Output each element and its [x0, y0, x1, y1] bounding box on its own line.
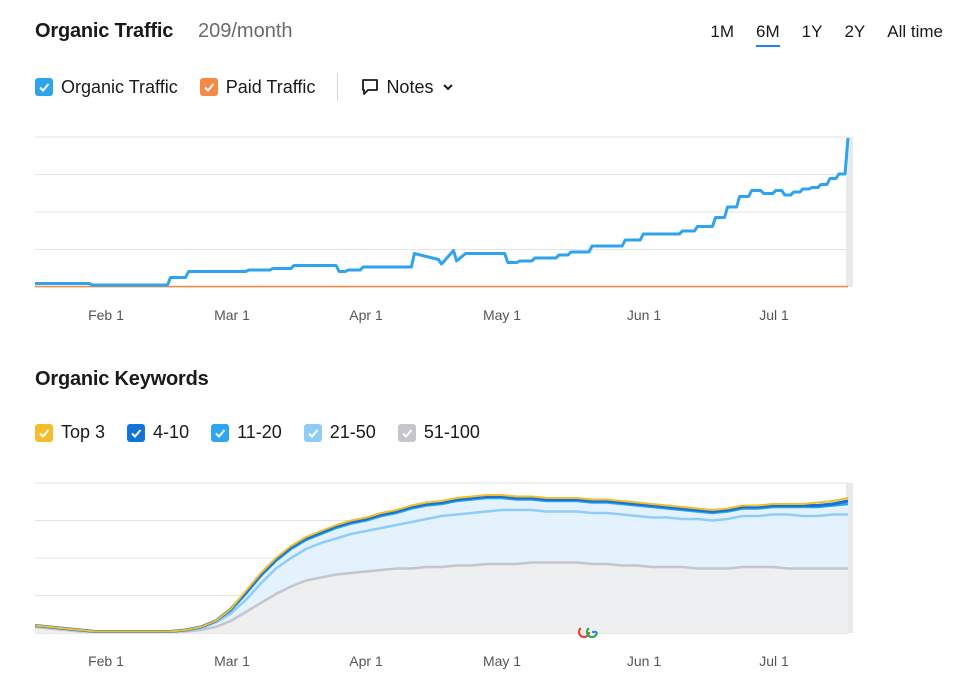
x-tick-label: Apr 1 — [349, 653, 383, 669]
scroll-handle[interactable] — [846, 483, 853, 633]
x-tick-label: Mar 1 — [214, 307, 250, 323]
notes-dropdown[interactable]: Notes — [360, 77, 461, 98]
keywords-legend: Top 3 4-10 11-20 21-50 51-100 — [35, 422, 502, 443]
organic-traffic-line — [35, 137, 850, 287]
checkbox-icon[interactable] — [199, 78, 218, 96]
chevron-down-icon — [443, 84, 454, 91]
legend-label: Organic Traffic — [61, 76, 178, 97]
legend-label: Top 3 — [61, 422, 106, 442]
checkbox-icon[interactable] — [211, 423, 230, 442]
legend-label: 21-50 — [329, 422, 376, 442]
x-tick-label: May 1 — [483, 307, 521, 323]
legend-21-50[interactable]: 21-50 — [303, 422, 376, 443]
x-tick-label: Jul 1 — [759, 307, 789, 323]
x-tick-label: Apr 1 — [349, 307, 383, 323]
legend-label: 51-100 — [423, 422, 480, 442]
x-tick-label: Feb 1 — [88, 653, 124, 669]
checkbox-icon[interactable] — [127, 423, 146, 442]
range-tab-all-time[interactable]: All time — [887, 22, 943, 41]
legend-label: 4-10 — [153, 422, 190, 442]
checkbox-icon[interactable] — [303, 423, 322, 442]
range-tab-1m[interactable]: 1M — [710, 22, 735, 41]
scroll-handle[interactable] — [846, 137, 853, 287]
traffic-value: 209/month — [198, 20, 293, 42]
range-tab-2y[interactable]: 2Y — [844, 22, 866, 41]
google-update-icon[interactable] — [577, 625, 599, 639]
line-top-3 — [34, 494, 849, 633]
notes-label: Notes — [386, 76, 434, 97]
x-tick-label: Jun 1 — [627, 307, 661, 323]
range-tabs: 1M 6M 1Y 2Y All time — [710, 22, 943, 47]
area-51-100-fill — [35, 562, 848, 633]
legend-4-10[interactable]: 4-10 — [127, 422, 189, 443]
keywords-title: Organic Keywords — [35, 368, 209, 390]
checkbox-icon[interactable] — [35, 78, 53, 96]
legend-11-20[interactable]: 11-20 — [211, 422, 282, 443]
comment-icon — [362, 79, 379, 95]
traffic-legend: Organic Traffic Paid Traffic Notes — [35, 73, 461, 101]
legend-top-3[interactable]: Top 3 — [35, 422, 105, 443]
legend-paid-traffic[interactable]: Paid Traffic — [199, 76, 316, 98]
page-title: Organic Traffic — [35, 20, 174, 42]
checkbox-icon[interactable] — [397, 423, 416, 442]
legend-label: 11-20 — [237, 422, 282, 442]
legend-51-100[interactable]: 51-100 — [397, 422, 480, 443]
legend-organic-traffic[interactable]: Organic Traffic — [35, 77, 178, 98]
x-tick-label: Jun 1 — [627, 653, 661, 669]
legend-label: Paid Traffic — [225, 76, 316, 97]
x-tick-label: Mar 1 — [214, 653, 250, 669]
range-tab-6m[interactable]: 6M — [756, 22, 780, 47]
checkbox-icon[interactable] — [35, 423, 53, 442]
x-tick-label: Jul 1 — [759, 653, 789, 669]
x-tick-label: Feb 1 — [88, 307, 124, 323]
legend-divider — [337, 73, 339, 101]
x-tick-label: May 1 — [483, 653, 521, 669]
range-tab-1y[interactable]: 1Y — [801, 22, 823, 41]
